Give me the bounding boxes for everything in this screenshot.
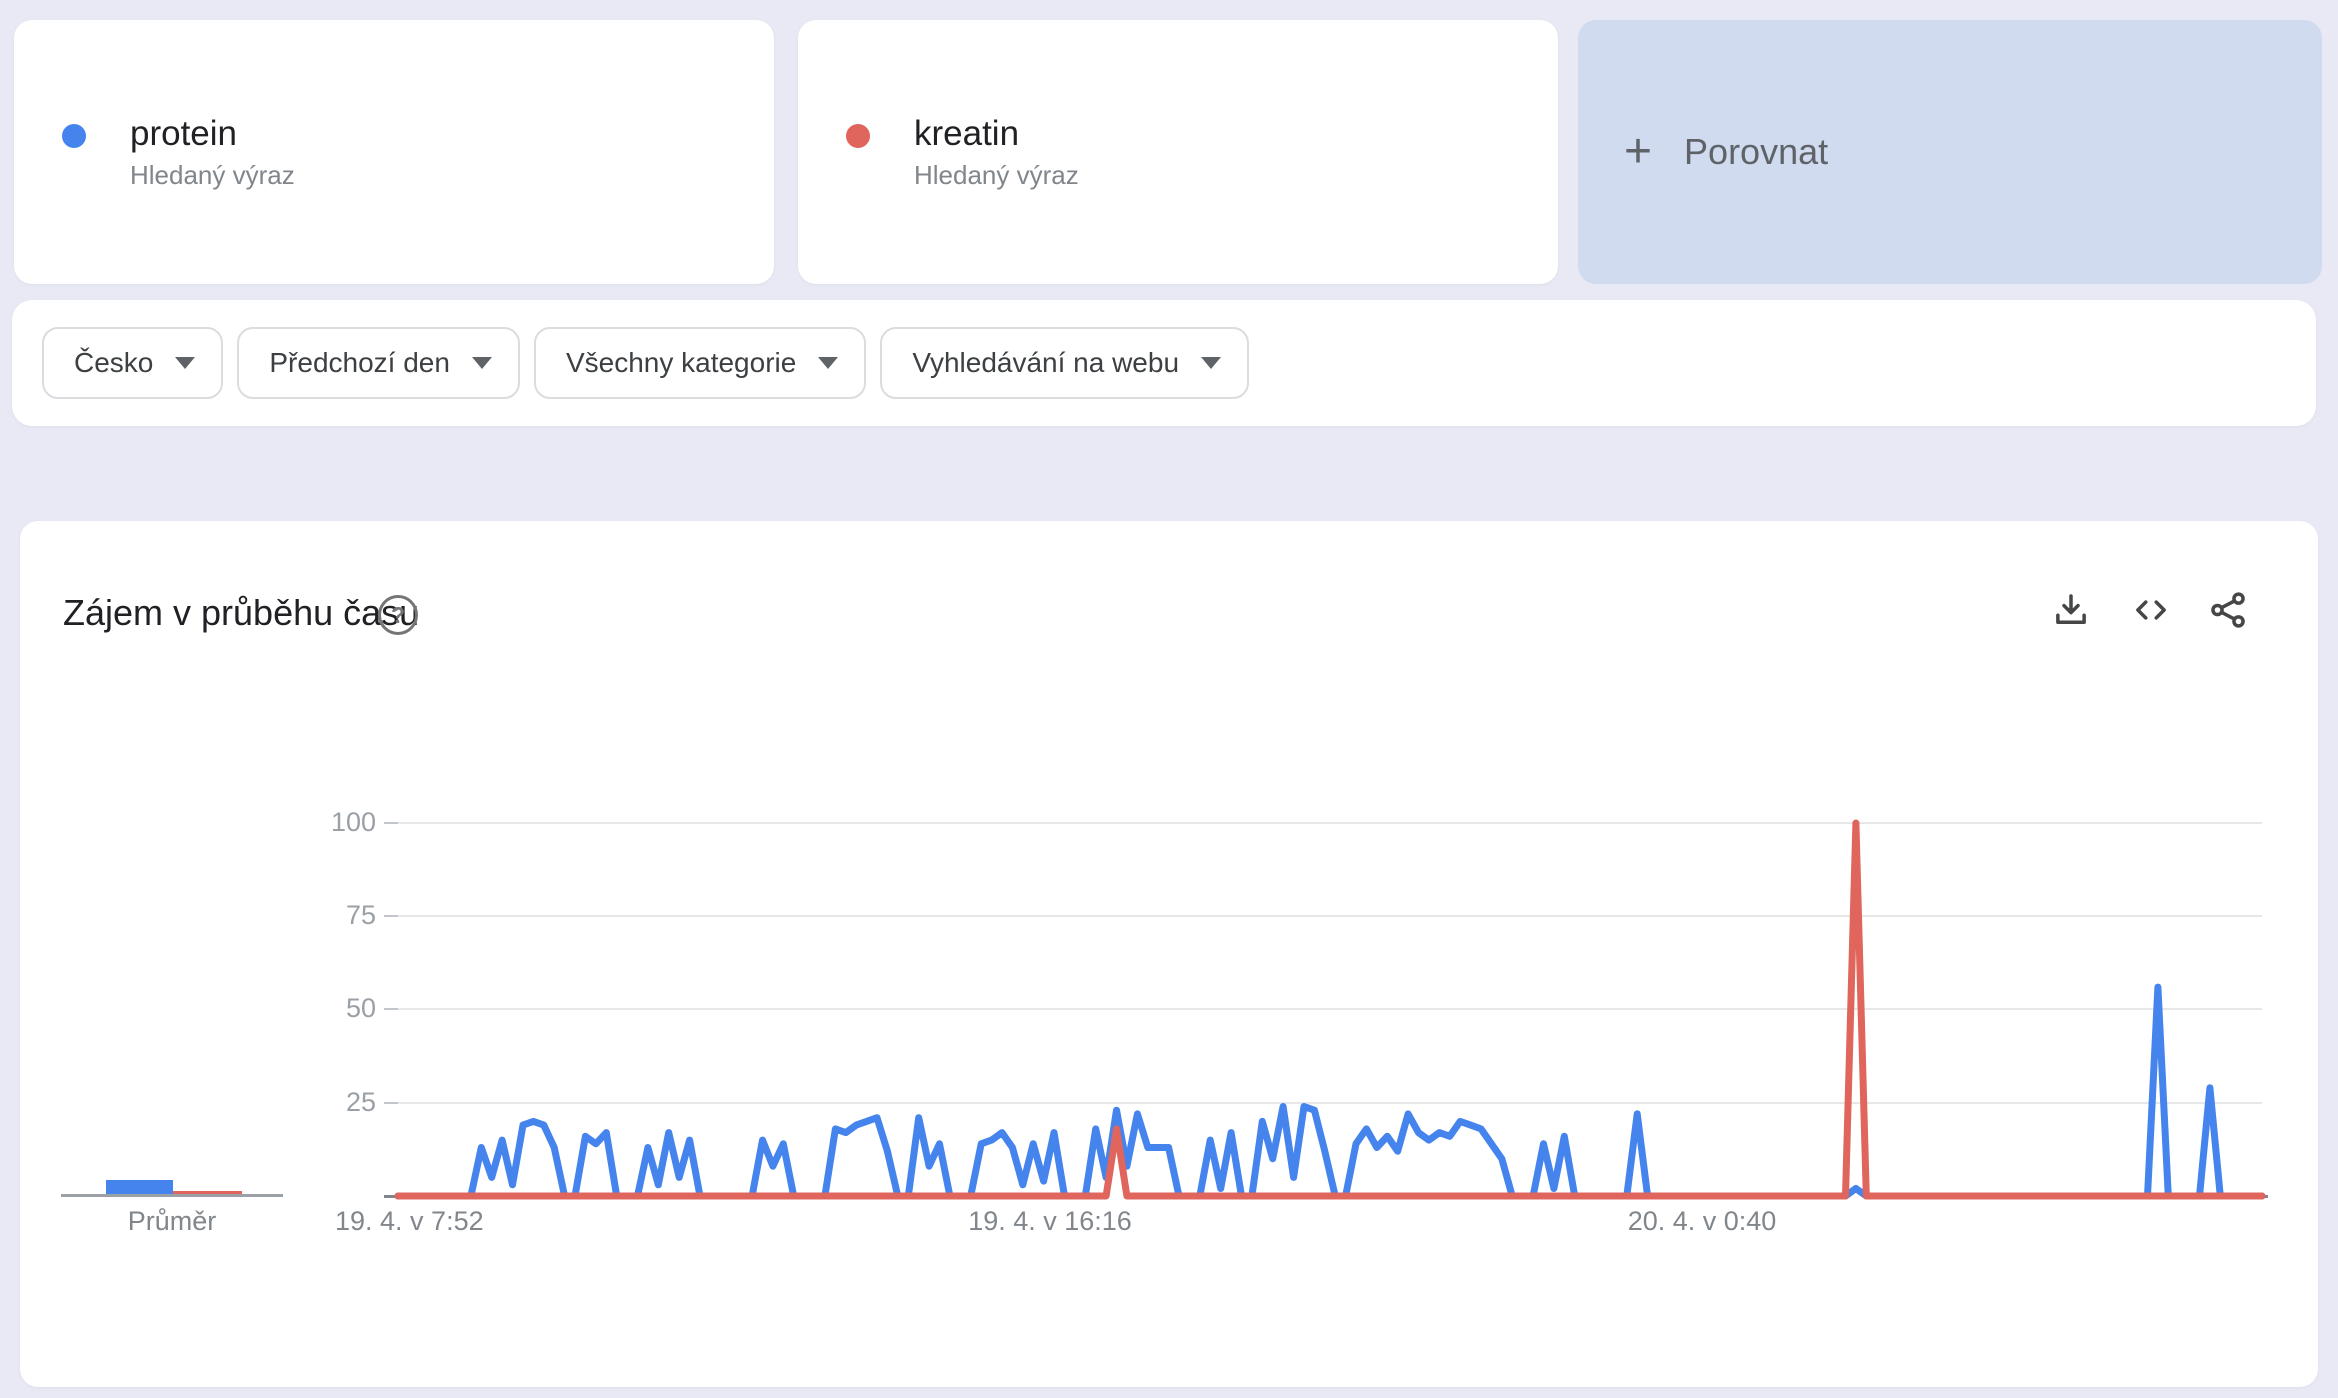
term-card-kreatin[interactable]: kreatin Hledaný výraz <box>798 20 1558 284</box>
y-axis-tick <box>384 1008 398 1010</box>
y-tick-label: 100 <box>330 807 376 837</box>
chevron-down-icon <box>471 357 492 369</box>
term-label: kreatin <box>914 114 1020 153</box>
kreatin-line <box>394 819 2266 1200</box>
y-tick-label: 25 <box>345 1087 376 1117</box>
average-baseline <box>61 1194 283 1197</box>
help-icon[interactable]: ? <box>378 595 418 635</box>
protein-series-dot <box>62 124 86 148</box>
term-sublabel: Hledaný výraz <box>130 160 295 190</box>
x-tick-label: 19. 4. v 7:52 <box>335 1206 484 1236</box>
plus-icon: + <box>1624 125 1653 178</box>
filter-geo-button[interactable]: Česko <box>42 327 224 399</box>
term-text-block: kreatin Hledaný výraz <box>914 111 1079 193</box>
embed-button[interactable] <box>2128 587 2174 633</box>
chart-title: Zájem v průběhu času <box>63 592 420 633</box>
y-axis-tick <box>384 822 398 824</box>
filter-search-type-button[interactable]: Vyhledávání na webu <box>880 327 1250 399</box>
y-tick-label: 75 <box>345 900 376 930</box>
x-axis-stub-left <box>384 1195 398 1198</box>
gridline-75 <box>398 915 2262 917</box>
download-icon <box>2056 594 2086 624</box>
interest-over-time-card: Zájem v průběhu času ? 100 75 50 25 19. … <box>20 521 2318 1387</box>
term-sublabel: Hledaný výraz <box>914 160 1079 190</box>
gridline-100 <box>398 822 2262 824</box>
filter-time-label: Předchozí den <box>269 347 450 378</box>
trend-line-chart[interactable] <box>394 800 2266 1220</box>
average-bar-kreatin <box>173 1191 242 1195</box>
share-icon <box>2211 592 2245 628</box>
filter-time-button[interactable]: Předchozí den <box>237 327 520 399</box>
x-tick-label: 20. 4. v 0:40 <box>1627 1206 1777 1236</box>
x-tick-label: 19. 4. v 16:16 <box>968 1206 1132 1236</box>
term-label: protein <box>130 114 238 153</box>
gridline-50 <box>398 1008 2262 1010</box>
chevron-down-icon <box>1201 357 1222 369</box>
filter-bar: Česko Předchozí den Všechny kategorie Vy… <box>12 300 2316 426</box>
compare-button[interactable]: + Porovnat <box>1578 20 2322 284</box>
average-label: Průměr <box>127 1206 217 1236</box>
term-card-protein[interactable]: protein Hledaný výraz <box>14 20 774 284</box>
filter-search-type-label: Vyhledávání na webu <box>912 347 1180 378</box>
kreatin-series-dot <box>846 124 870 148</box>
y-axis-tick <box>384 915 398 917</box>
y-tick-label: 50 <box>345 993 376 1023</box>
term-text-block: protein Hledaný výraz <box>130 111 295 193</box>
filter-category-button[interactable]: Všechny kategorie <box>533 327 867 399</box>
average-bar-protein <box>106 1180 173 1195</box>
compare-label: Porovnat <box>1684 131 1829 172</box>
filter-category-label: Všechny kategorie <box>565 347 797 378</box>
y-axis-tick <box>384 1102 398 1104</box>
protein-line <box>394 983 2266 1200</box>
chevron-down-icon <box>175 357 196 369</box>
embed-icon <box>2136 600 2166 620</box>
download-button[interactable] <box>2048 587 2094 633</box>
filter-geo-label: Česko <box>74 347 154 378</box>
share-button[interactable] <box>2205 587 2251 633</box>
gridline-25 <box>398 1102 2262 1104</box>
chevron-down-icon <box>818 357 839 369</box>
